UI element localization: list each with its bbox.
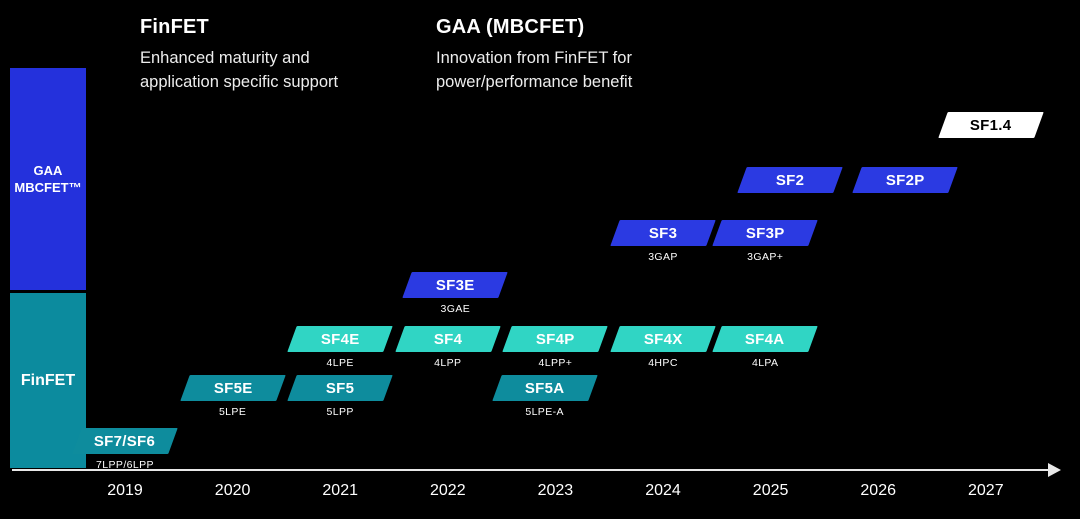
finfet-track-bar: FinFET (10, 293, 86, 468)
node-label: SF3 (648, 224, 678, 242)
year-label-2020: 2020 (214, 482, 251, 499)
node-sublabel: 3GAE (440, 303, 471, 315)
node-label: SF5A (524, 379, 565, 397)
node-shape: SF5 (287, 375, 393, 401)
year-label-2023: 2023 (537, 482, 574, 499)
year-label-2027: 2027 (968, 482, 1004, 499)
gaa-track-bar: GAA MBCFET™ (10, 68, 86, 290)
node-sublabel: 5LPP (326, 406, 354, 418)
node-label: SF4A (745, 330, 785, 348)
roadmap-node-sf4p: SF4P 4LPP+ (502, 326, 609, 369)
node-shape: SF3E (402, 272, 509, 298)
roadmap-node-sf5a: SF5A 5LPE-A (491, 375, 598, 418)
node-label: SF5 (325, 379, 355, 397)
roadmap-node-sf3: SF3 3GAP (610, 220, 716, 263)
node-sublabel: 3GAP+ (747, 251, 784, 263)
roadmap-node-sf7-sf6: SF7/SF6 7LPP/6LPP (72, 428, 178, 471)
roadmap-node-sf2: SF2 (737, 167, 843, 193)
roadmap-node-sf3p: SF3P 3GAP+ (712, 220, 818, 263)
node-label: SF4E (320, 330, 360, 348)
node-sublabel: 4LPA (751, 357, 779, 369)
node-shape: SF1.4 (938, 112, 1044, 138)
node-shape: SF5E (179, 375, 286, 401)
node-label: SF4X (643, 330, 683, 348)
gaa-section-title: GAA (MBCFET) (436, 16, 585, 38)
node-sublabel: 5LPE-A (525, 406, 564, 418)
roadmap-node-sf4x: SF4X 4HPC (610, 326, 716, 369)
node-sublabel: 7LPP/6LPP (96, 459, 154, 471)
node-sublabel: 5LPE (218, 406, 247, 418)
node-shape: SF7/SF6 (72, 428, 178, 454)
node-shape: SF3 (610, 220, 716, 246)
node-label: SF3P (745, 224, 785, 242)
node-shape: SF2 (737, 167, 843, 193)
node-shape: SF2P (852, 167, 958, 193)
year-label-2026: 2026 (860, 482, 896, 499)
roadmap-node-sf4e: SF4E 4LPE (287, 326, 393, 369)
timeline-axis-arrowhead (1048, 463, 1061, 477)
node-shape: SF3P (712, 220, 818, 246)
node-label: SF1.4 (970, 116, 1012, 134)
node-shape: SF4A (712, 326, 818, 352)
node-label: SF4 (433, 330, 462, 348)
finfet-track-label: FinFET (20, 372, 76, 389)
node-label: SF3E (435, 276, 475, 294)
roadmap-node-sf5: SF5 5LPP (287, 375, 393, 418)
roadmap-node-sf2p: SF2P (852, 167, 958, 193)
node-sublabel: 4HPC (648, 357, 678, 369)
gaa-section-subtitle: Innovation from FinFET for power/perform… (436, 49, 633, 91)
node-label: SF7/SF6 (94, 432, 156, 450)
finfet-section-subtitle: Enhanced maturity and application specif… (140, 49, 339, 91)
gaa-track-label: GAA MBCFET™ (14, 163, 82, 195)
node-label: SF5E (213, 379, 252, 397)
roadmap-node-sf4: SF4 4LPP (395, 326, 501, 369)
roadmap-node-sf1-4: SF1.4 (938, 112, 1044, 138)
node-sublabel: 3GAP (648, 251, 678, 263)
year-label-2025: 2025 (752, 482, 789, 499)
node-sublabel: 4LPP (434, 357, 462, 369)
node-label: SF4P (536, 330, 575, 348)
node-shape: SF4X (610, 326, 716, 352)
timeline-axis (12, 469, 1050, 471)
year-label-2021: 2021 (322, 482, 358, 499)
node-shape: SF4P (502, 326, 609, 352)
node-label: SF2 (775, 171, 805, 189)
year-label-2024: 2024 (645, 482, 681, 499)
roadmap-node-sf3e: SF3E 3GAE (402, 272, 509, 315)
roadmap-node-sf5e: SF5E 5LPE (179, 375, 286, 418)
node-shape: SF4E (287, 326, 393, 352)
node-sublabel: 4LPE (326, 357, 354, 369)
year-label-2019: 2019 (107, 482, 143, 499)
year-label-2022: 2022 (430, 482, 466, 499)
node-label: SF2P (885, 171, 925, 189)
node-shape: SF4 (395, 326, 501, 352)
finfet-section-title: FinFET (140, 16, 209, 38)
node-shape: SF5A (491, 375, 598, 401)
roadmap-node-sf4a: SF4A 4LPA (712, 326, 818, 369)
node-sublabel: 4LPP+ (538, 357, 573, 369)
